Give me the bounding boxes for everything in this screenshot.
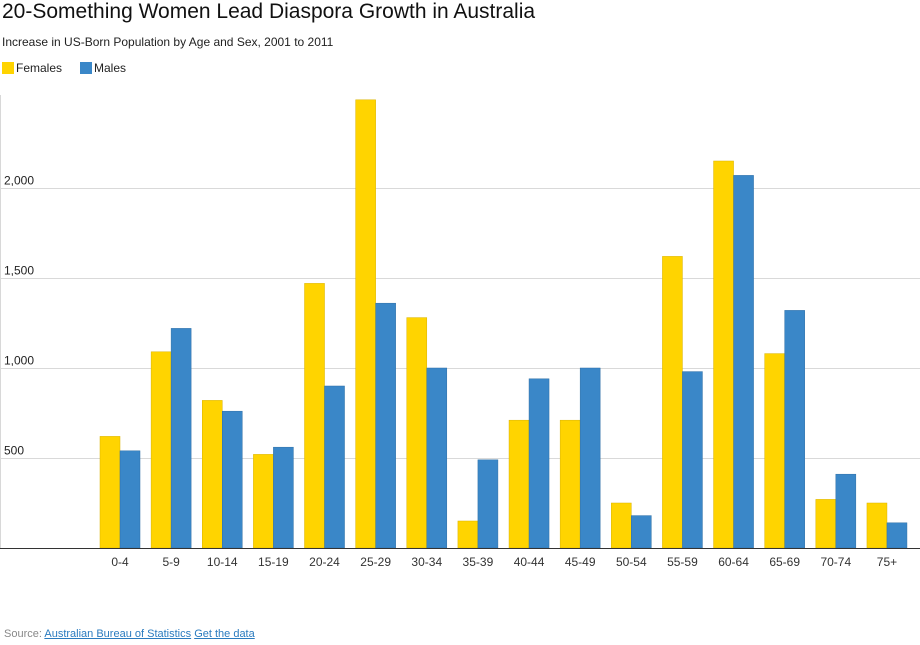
- bar-males: [579, 367, 601, 549]
- bar-males: [375, 302, 396, 549]
- bar-females: [202, 400, 223, 549]
- bar-females: [764, 353, 785, 549]
- x-tick-label: 55-59: [667, 555, 698, 569]
- bar-males: [477, 459, 499, 549]
- bar-females: [815, 499, 837, 549]
- bar-males: [222, 410, 243, 549]
- bar-males: [733, 175, 754, 549]
- legend-item-females: Females: [2, 61, 62, 75]
- y-tick-label: 1,500: [4, 264, 34, 278]
- x-tick-label: 50-54: [616, 555, 647, 569]
- x-tick-label: 45-49: [565, 555, 596, 569]
- source-note: Source: Australian Bureau of Statistics …: [4, 628, 255, 640]
- legend-label-females: Females: [16, 61, 63, 75]
- get-data-link[interactable]: Get the data: [194, 628, 255, 640]
- bar-females: [866, 502, 888, 549]
- bar-males: [528, 378, 550, 549]
- bar-males: [426, 367, 448, 549]
- x-tick-label: 70-74: [820, 555, 851, 569]
- y-tick-label: 500: [4, 444, 24, 458]
- chart-subtitle: Increase in US-Born Population by Age an…: [2, 35, 334, 49]
- legend-swatch-females: [2, 62, 14, 74]
- bar-males: [835, 473, 857, 549]
- x-tick-label: 0-4: [111, 555, 129, 569]
- bar-males: [682, 371, 703, 549]
- bar-females: [406, 317, 428, 549]
- x-tick-label: 25-29: [360, 555, 391, 569]
- bar-females: [508, 419, 530, 549]
- legend-label-males: Males: [94, 61, 127, 75]
- legend-swatch-males: [80, 62, 93, 74]
- y-tick-label: 2,000: [4, 174, 34, 188]
- bar-males: [119, 450, 141, 549]
- x-tick-label: 40-44: [514, 555, 545, 569]
- x-tick-label: 30-34: [411, 555, 442, 569]
- bar-females: [304, 283, 325, 549]
- x-tick-label: 60-64: [718, 555, 749, 569]
- x-tick-label: 75+: [877, 555, 897, 569]
- bar-males: [886, 522, 908, 549]
- x-tick-label: 65-69: [769, 555, 800, 569]
- bar-females: [611, 502, 632, 549]
- bar-females: [457, 520, 479, 549]
- bar-females: [713, 160, 734, 549]
- bar-females: [253, 454, 274, 549]
- bar-females: [99, 436, 121, 549]
- x-tick-label: 20-24: [309, 555, 340, 569]
- source-label: Source:: [4, 628, 42, 640]
- y-tick-label: 1,000: [4, 354, 34, 368]
- bar-females: [355, 99, 376, 549]
- x-tick-label: 5-9: [162, 555, 180, 569]
- bar-females: [662, 256, 683, 549]
- x-tick-label: 35-39: [463, 555, 494, 569]
- chart-legend: Females Males: [2, 61, 144, 75]
- bar-males: [273, 446, 294, 549]
- bar-females: [150, 351, 172, 549]
- bar-males: [324, 385, 345, 549]
- bar-males: [784, 310, 805, 549]
- bar-chart: 500 1,000 1,500 2,000 0-4 5-9 10-14 15-19 20-24 2…: [0, 95, 920, 569]
- chart-title: 20-Something Women Lead Diaspora Growth …: [2, 0, 536, 23]
- legend-item-males: Males: [80, 61, 126, 75]
- source-link[interactable]: Australian Bureau of Statistics: [44, 628, 192, 640]
- bar-males: [631, 515, 652, 549]
- bar-males: [170, 328, 192, 549]
- x-tick-label: 15-19: [258, 555, 289, 569]
- x-tick-label: 10-14: [207, 555, 238, 569]
- bar-females: [559, 419, 581, 549]
